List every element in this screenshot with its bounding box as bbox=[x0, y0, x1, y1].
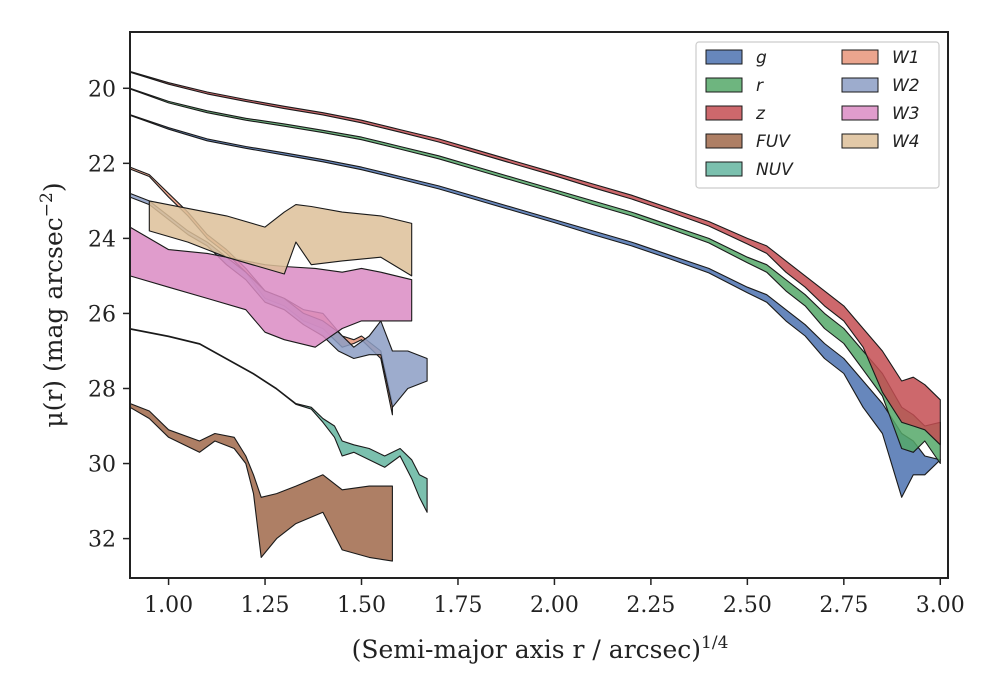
legend-swatch-nuv bbox=[705, 161, 743, 177]
band-w4 bbox=[148, 200, 413, 277]
legend-label-w3: W3 bbox=[892, 104, 920, 124]
x-tick-label: 2.50 bbox=[723, 593, 772, 618]
x-tick-label: 1.50 bbox=[337, 593, 386, 618]
band-nuv bbox=[129, 327, 428, 513]
legend: grz FUV NUV W1 W2 W3 W4 bbox=[695, 41, 940, 189]
x-tick-label: 1.00 bbox=[144, 593, 193, 618]
y-axis-label: μ(r) (mag arcsec−2) bbox=[37, 182, 68, 427]
legend-swatch-g bbox=[705, 49, 743, 65]
band-z bbox=[129, 70, 941, 446]
x-axis-label: (Semi-major axis r / arcsec)1/4 bbox=[352, 633, 729, 664]
x-tick-label: 2.75 bbox=[819, 593, 868, 618]
legend-swatch-r bbox=[705, 77, 743, 93]
y-tick-label: 20 bbox=[88, 77, 116, 102]
legend-label-g: g bbox=[756, 48, 767, 68]
legend-swatch-w4 bbox=[841, 133, 879, 149]
y-tick-label: 24 bbox=[88, 227, 116, 252]
y-axis: 20 22 24 26 28 30 32 bbox=[88, 77, 130, 553]
x-tick-label: 1.75 bbox=[433, 593, 482, 618]
legend-label-r: r bbox=[756, 76, 764, 96]
x-tick-label: 2.25 bbox=[626, 593, 675, 618]
x-tick-label: 2.00 bbox=[530, 593, 579, 618]
legend-label-w4: W4 bbox=[892, 132, 920, 152]
x-tick-label: 3.00 bbox=[916, 593, 965, 618]
y-tick-label: 32 bbox=[88, 528, 116, 553]
legend-swatch-w3 bbox=[841, 105, 879, 121]
x-axis: 1.00 1.25 1.50 1.75 2.00 2.25 2.50 2.75 3.00 bbox=[144, 578, 965, 618]
y-tick-label: 26 bbox=[88, 302, 116, 327]
y-tick-label: 30 bbox=[88, 453, 116, 478]
legend-swatch-w2 bbox=[841, 77, 879, 93]
legend-swatch-z bbox=[705, 105, 743, 121]
band-fuv bbox=[129, 402, 393, 562]
legend-swatch-w1 bbox=[841, 49, 879, 65]
legend-label-fuv: FUV bbox=[756, 132, 791, 152]
legend-label-nuv: NUV bbox=[756, 160, 794, 180]
band-g bbox=[129, 114, 941, 498]
plot-frame bbox=[129, 31, 949, 579]
band-r bbox=[129, 87, 941, 465]
legend-label-w2: W2 bbox=[892, 76, 920, 96]
series-areas bbox=[129, 70, 941, 562]
legend-swatch-fuv bbox=[705, 133, 743, 149]
legend-label-w1: W1 bbox=[892, 48, 920, 68]
y-tick-label: 28 bbox=[88, 377, 116, 402]
legend-label-z: z bbox=[755, 104, 766, 124]
x-tick-label: 1.25 bbox=[241, 593, 290, 618]
y-tick-label: 22 bbox=[88, 152, 116, 177]
